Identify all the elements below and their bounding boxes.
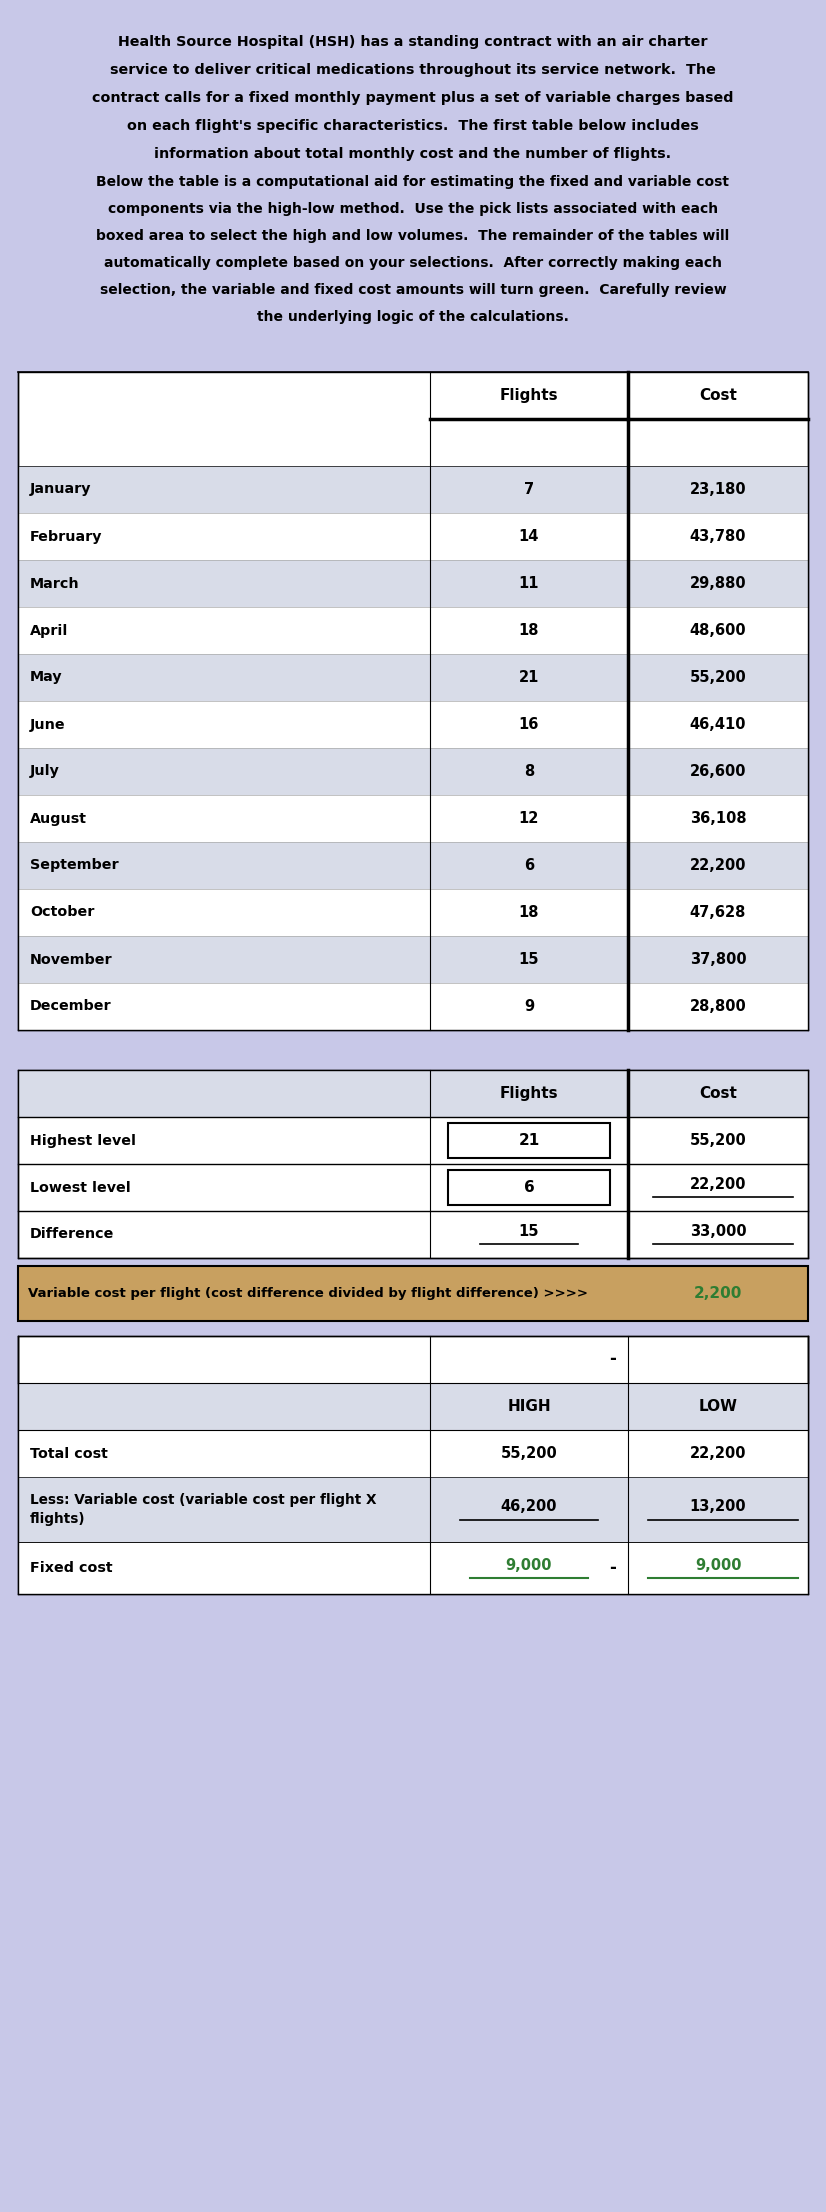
Text: Variable cost per flight (cost difference divided by flight difference) >>>>: Variable cost per flight (cost differenc… — [28, 1287, 588, 1301]
Text: 13,200: 13,200 — [690, 1500, 747, 1513]
Bar — [18, 467, 808, 513]
Bar — [18, 1265, 808, 1321]
Text: 22,200: 22,200 — [690, 1447, 746, 1460]
Bar — [18, 1382, 808, 1429]
Text: Difference: Difference — [30, 1228, 114, 1241]
Text: automatically complete based on your selections.  After correctly making each: automatically complete based on your sel… — [104, 257, 722, 270]
Text: HIGH: HIGH — [507, 1398, 551, 1413]
Text: September: September — [30, 858, 119, 872]
Text: October: October — [30, 905, 94, 920]
Text: information about total monthly cost and the number of flights.: information about total monthly cost and… — [154, 146, 672, 161]
Text: Lowest level: Lowest level — [30, 1181, 131, 1194]
Text: 9,000: 9,000 — [506, 1557, 553, 1573]
Text: 36,108: 36,108 — [690, 812, 747, 825]
Text: 26,600: 26,600 — [690, 763, 746, 779]
Bar — [18, 843, 808, 889]
Text: August: August — [30, 812, 87, 825]
Text: 28,800: 28,800 — [690, 1000, 747, 1013]
Text: 9,000: 9,000 — [695, 1557, 741, 1573]
Text: Flights: Flights — [500, 387, 558, 403]
Bar — [18, 936, 808, 982]
Text: Less: Variable cost (variable cost per flight X
flights): Less: Variable cost (variable cost per f… — [30, 1493, 377, 1526]
Text: Cost: Cost — [699, 387, 737, 403]
Text: 21: 21 — [519, 670, 539, 686]
Text: LOW: LOW — [699, 1398, 738, 1413]
Bar — [18, 560, 808, 606]
Bar — [18, 1071, 808, 1117]
Text: 22,200: 22,200 — [690, 858, 746, 874]
Text: -: - — [610, 1559, 616, 1577]
Text: 6: 6 — [524, 1179, 534, 1194]
Bar — [18, 1071, 808, 1259]
Text: 21: 21 — [519, 1133, 539, 1148]
Bar — [18, 794, 808, 843]
Text: 12: 12 — [519, 812, 539, 825]
Text: 8: 8 — [524, 763, 534, 779]
Text: April: April — [30, 624, 69, 637]
Text: Flights: Flights — [500, 1086, 558, 1102]
Text: the underlying logic of the calculations.: the underlying logic of the calculations… — [257, 310, 569, 323]
Text: 46,200: 46,200 — [501, 1500, 558, 1513]
Text: 48,600: 48,600 — [690, 624, 747, 637]
Bar — [18, 748, 808, 794]
Text: Below the table is a computational aid for estimating the fixed and variable cos: Below the table is a computational aid f… — [97, 175, 729, 188]
Text: 14: 14 — [519, 529, 539, 544]
Text: July: July — [30, 765, 59, 779]
Bar — [18, 655, 808, 701]
Bar — [18, 982, 808, 1031]
Text: 22,200: 22,200 — [690, 1177, 746, 1192]
Text: 55,200: 55,200 — [690, 670, 747, 686]
Text: 7: 7 — [524, 482, 534, 498]
Text: service to deliver critical medications throughout its service network.  The: service to deliver critical medications … — [110, 62, 716, 77]
Text: May: May — [30, 670, 63, 684]
Bar — [18, 701, 808, 748]
Bar — [448, 1170, 610, 1206]
Text: 33,000: 33,000 — [690, 1223, 747, 1239]
Text: March: March — [30, 577, 79, 591]
Text: -: - — [610, 1352, 616, 1369]
Text: December: December — [30, 1000, 112, 1013]
Text: Total cost: Total cost — [30, 1447, 108, 1460]
Text: 15: 15 — [519, 951, 539, 967]
Text: contract calls for a fixed monthly payment plus a set of variable charges based: contract calls for a fixed monthly payme… — [93, 91, 733, 104]
Text: November: November — [30, 953, 112, 967]
Text: 18: 18 — [519, 905, 539, 920]
Text: Fixed cost: Fixed cost — [30, 1562, 112, 1575]
Text: 29,880: 29,880 — [690, 575, 747, 591]
Text: January: January — [30, 482, 92, 495]
Text: 46,410: 46,410 — [690, 717, 746, 732]
Text: components via the high-low method.  Use the pick lists associated with each: components via the high-low method. Use … — [108, 201, 718, 217]
Bar — [18, 1429, 808, 1478]
Text: 6: 6 — [524, 858, 534, 874]
Text: 2,200: 2,200 — [694, 1285, 743, 1301]
Bar — [18, 513, 808, 560]
Text: 9: 9 — [524, 1000, 534, 1013]
Text: 55,200: 55,200 — [690, 1133, 747, 1148]
Bar — [448, 1124, 610, 1159]
Text: 18: 18 — [519, 624, 539, 637]
Text: boxed area to select the high and low volumes.  The remainder of the tables will: boxed area to select the high and low vo… — [97, 230, 729, 243]
Text: 55,200: 55,200 — [501, 1447, 558, 1460]
Text: June: June — [30, 717, 65, 732]
Text: 11: 11 — [519, 575, 539, 591]
Text: on each flight's specific characteristics.  The first table below includes: on each flight's specific characteristic… — [127, 119, 699, 133]
Bar — [18, 372, 808, 1031]
Text: February: February — [30, 529, 102, 544]
Text: Highest level: Highest level — [30, 1133, 136, 1148]
Bar — [18, 606, 808, 655]
Text: Health Source Hospital (HSH) has a standing contract with an air charter: Health Source Hospital (HSH) has a stand… — [118, 35, 708, 49]
Text: 16: 16 — [519, 717, 539, 732]
Text: 47,628: 47,628 — [690, 905, 746, 920]
Text: 15: 15 — [519, 1223, 539, 1239]
Bar — [18, 1336, 808, 1595]
Bar — [18, 1478, 808, 1542]
Text: 37,800: 37,800 — [690, 951, 747, 967]
Text: selection, the variable and fixed cost amounts will turn green.  Carefully revie: selection, the variable and fixed cost a… — [100, 283, 726, 296]
Text: 43,780: 43,780 — [690, 529, 746, 544]
Text: 23,180: 23,180 — [690, 482, 747, 498]
Bar — [18, 1542, 808, 1595]
Text: Cost: Cost — [699, 1086, 737, 1102]
Bar — [18, 889, 808, 936]
